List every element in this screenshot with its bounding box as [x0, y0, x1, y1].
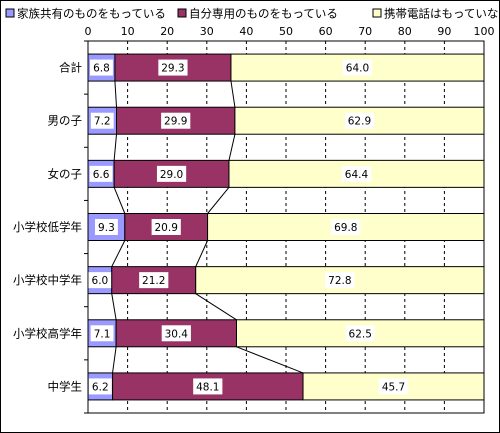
data-label-box: [156, 165, 187, 182]
series-connector-line: [113, 134, 118, 161]
data-label-box: [325, 272, 355, 289]
data-label: 72.8: [328, 275, 351, 287]
legend: 家族共有のものをもっている 自分専用のものをもっている 携帯電話はもっていない: [5, 7, 500, 21]
legend-label: 携帯電話はもっていない: [384, 7, 500, 21]
x-tick-label: 20: [160, 25, 174, 38]
data-label: 48.1: [196, 381, 219, 393]
category-label: 女の子: [48, 167, 83, 181]
x-tick-label: 100: [474, 25, 495, 38]
data-label-box: [94, 219, 118, 235]
legend-label: 自分専用のものをもっている: [189, 7, 338, 21]
data-label-box: [161, 112, 191, 129]
data-label: 29.3: [161, 63, 184, 75]
series-connector-line: [113, 187, 126, 214]
x-tick-label: 0: [85, 25, 92, 38]
data-label: 45.7: [382, 381, 405, 393]
data-label: 29.9: [164, 116, 187, 128]
category-label: 男の子: [48, 114, 83, 128]
data-label-box: [90, 112, 114, 129]
series-connector-line: [236, 346, 304, 374]
data-label: 7.2: [94, 116, 111, 128]
series-connector-line: [111, 240, 126, 267]
series-connector-line: [112, 346, 117, 373]
series-connector-line: [230, 80, 236, 108]
x-tick-label: 80: [398, 25, 412, 38]
data-label: 6.8: [93, 63, 110, 75]
data-label-box: [139, 272, 169, 289]
data-label-box: [88, 272, 112, 289]
data-label-box: [161, 325, 191, 342]
category-label: 小学校低学年: [13, 220, 82, 234]
data-label: 21.2: [142, 275, 165, 287]
legend-swatch: [177, 8, 187, 18]
data-label: 64.0: [346, 63, 369, 75]
data-label-box: [90, 325, 114, 342]
data-label-box: [342, 59, 373, 76]
data-label: 69.8: [334, 222, 357, 234]
x-tick-label: 70: [358, 25, 372, 38]
x-tick-label: 50: [279, 25, 293, 38]
legend-swatch: [372, 8, 382, 18]
x-tick-label: 30: [200, 25, 214, 38]
bar-segment: [114, 53, 232, 82]
data-label-box: [378, 378, 409, 395]
category-label: 小学校中学年: [13, 273, 82, 287]
category-label: 中学生: [48, 379, 83, 393]
plot-area: 合計 6.8 29.3 64.0 男の子 7.2 29.9 62.9 女の子 6.6 29.0 64.…: [13, 40, 485, 414]
data-label: 7.1: [94, 328, 111, 340]
category-label: 合計: [59, 61, 82, 75]
data-label: 20.9: [155, 222, 178, 234]
series-connector-line: [111, 293, 117, 320]
data-label-box: [345, 325, 375, 342]
data-label-box: [344, 112, 375, 129]
data-label-box: [90, 59, 113, 76]
data-label-box: [88, 378, 112, 395]
data-label: 62.9: [348, 116, 371, 128]
data-label: 30.4: [165, 328, 189, 340]
x-tick-label: 10: [121, 25, 135, 38]
legend-label: 家族共有のものをもっている: [17, 7, 166, 21]
data-label: 6.2: [92, 381, 109, 393]
category-label: 小学校高学年: [13, 326, 82, 340]
data-label-box: [341, 165, 372, 182]
data-label: 64.4: [345, 169, 369, 181]
x-tick-label: 90: [437, 25, 451, 38]
series-connector-line: [228, 134, 236, 161]
x-tick-label: 40: [239, 25, 253, 38]
x-tick-label: 60: [319, 25, 333, 38]
data-label-box: [151, 219, 181, 235]
data-label: 6.0: [92, 275, 109, 287]
series-connector-line: [207, 187, 230, 214]
series-connector-line: [195, 240, 209, 267]
data-label: 9.3: [98, 222, 115, 234]
data-label: 6.6: [93, 169, 110, 181]
data-label: 29.0: [160, 169, 183, 181]
data-label: 62.5: [349, 328, 372, 340]
x-axis: 0 10 20 30 40 50 60 70 80 90 100: [85, 25, 495, 38]
series-connector-line: [114, 81, 118, 108]
data-label-box: [158, 59, 188, 76]
data-label-box: [331, 219, 361, 235]
series-connector-line: [195, 293, 237, 321]
data-label-box: [193, 378, 223, 395]
data-label-box: [89, 165, 113, 182]
legend-swatch: [5, 8, 15, 18]
